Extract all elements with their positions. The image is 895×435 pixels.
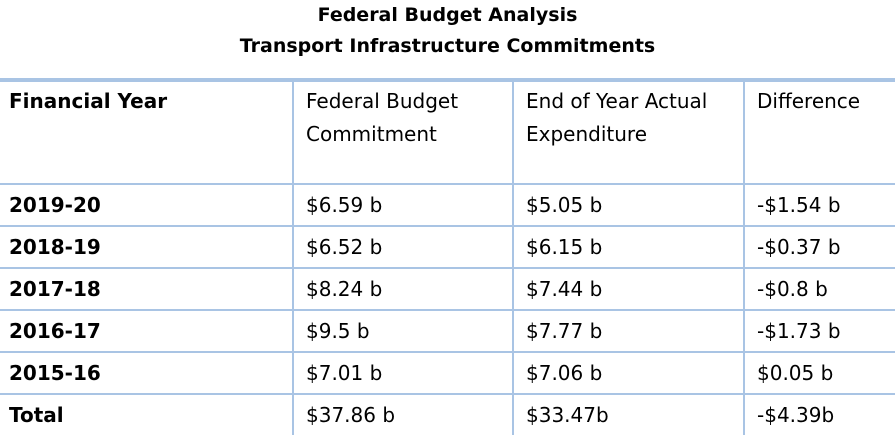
cell-commitment: $6.59 b bbox=[292, 184, 513, 227]
table-top-rule bbox=[0, 78, 895, 82]
page-title: Federal Budget Analysis bbox=[317, 4, 578, 26]
table-total-row: Total $37.86 b $33.47b -$4.39b bbox=[0, 394, 895, 435]
cell-difference: $0.05 b bbox=[743, 352, 895, 395]
header-financial-year: Financial Year bbox=[0, 82, 293, 185]
cell-expenditure: $7.44 b bbox=[512, 268, 744, 311]
cell-financial-year: 2017-18 bbox=[0, 268, 293, 311]
cell-commitment: $8.24 b bbox=[292, 268, 513, 311]
cell-financial-year: 2019-20 bbox=[0, 184, 293, 227]
budget-table: Financial Year Federal Budget Commitment… bbox=[0, 82, 895, 435]
table-row: 2019-20 $6.59 b $5.05 b -$1.54 b bbox=[0, 184, 895, 227]
cell-financial-year: 2018-19 bbox=[0, 226, 293, 269]
cell-commitment: $7.01 b bbox=[292, 352, 513, 395]
cell-difference: -$1.54 b bbox=[743, 184, 895, 227]
cell-commitment: $6.52 b bbox=[292, 226, 513, 269]
total-difference: -$4.39b bbox=[743, 394, 895, 435]
total-label: Total bbox=[9, 403, 64, 427]
page-subtitle: Transport Infrastructure Commitments bbox=[239, 35, 656, 57]
total-expenditure: $33.47b bbox=[512, 394, 744, 435]
table-row: 2016-17 $9.5 b $7.77 b -$1.73 b bbox=[0, 310, 895, 353]
cell-expenditure: $6.15 b bbox=[512, 226, 744, 269]
cell-difference: -$0.8 b bbox=[743, 268, 895, 311]
total-commitment: $37.86 b bbox=[292, 394, 513, 435]
cell-financial-year: 2016-17 bbox=[0, 310, 293, 353]
cell-expenditure: $5.05 b bbox=[512, 184, 744, 227]
cell-commitment: $9.5 b bbox=[292, 310, 513, 353]
cell-financial-year: 2015-16 bbox=[0, 352, 293, 395]
cell-difference: -$0.37 b bbox=[743, 226, 895, 269]
header-federal-budget-commitment: Federal Budget Commitment bbox=[292, 82, 513, 185]
cell-difference: -$1.73 b bbox=[743, 310, 895, 353]
table-row: 2018-19 $6.52 b $6.15 b -$0.37 b bbox=[0, 226, 895, 269]
title-block: Federal Budget Analysis Transport Infras… bbox=[0, 0, 895, 62]
table-row: 2017-18 $8.24 b $7.44 b -$0.8 b bbox=[0, 268, 895, 311]
table-row: 2015-16 $7.01 b $7.06 b $0.05 b bbox=[0, 352, 895, 395]
header-end-of-year-expenditure: End of Year Actual Expenditure bbox=[512, 82, 744, 185]
table-header-row: Financial Year Federal Budget Commitment… bbox=[0, 82, 895, 185]
cell-expenditure: $7.77 b bbox=[512, 310, 744, 353]
header-difference: Difference bbox=[743, 82, 895, 185]
cell-expenditure: $7.06 b bbox=[512, 352, 744, 395]
